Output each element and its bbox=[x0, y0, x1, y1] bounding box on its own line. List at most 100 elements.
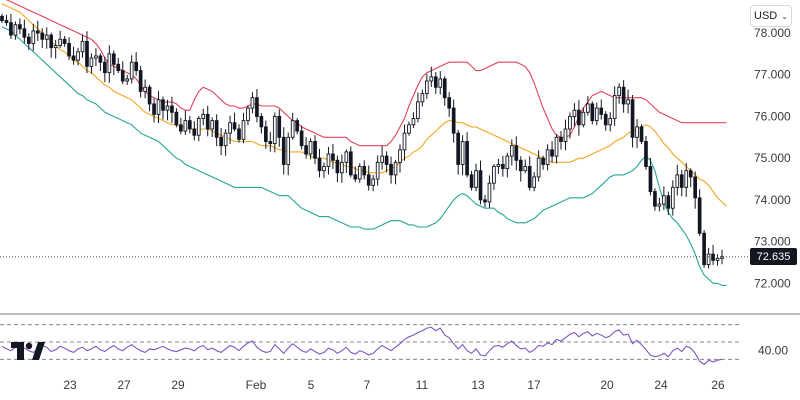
candlestick bbox=[389, 156, 393, 184]
candlestick bbox=[433, 72, 438, 94]
last-price-label: 72.635 bbox=[750, 248, 797, 266]
candle-body bbox=[666, 195, 671, 209]
candlestick bbox=[577, 100, 581, 136]
candlestick bbox=[688, 168, 693, 188]
candlestick bbox=[662, 186, 666, 211]
candlestick bbox=[670, 180, 675, 216]
candlestick bbox=[353, 166, 358, 183]
candle-body bbox=[492, 166, 496, 184]
candle-body bbox=[259, 116, 264, 128]
candlestick bbox=[644, 135, 648, 170]
candle-body bbox=[308, 141, 313, 155]
candlestick bbox=[277, 109, 282, 147]
candlestick bbox=[697, 189, 702, 236]
candle-body bbox=[586, 103, 590, 113]
candlestick bbox=[179, 117, 183, 135]
candle-body bbox=[684, 170, 689, 188]
candle-body bbox=[608, 118, 613, 126]
candlestick bbox=[125, 74, 130, 85]
candlestick bbox=[626, 89, 630, 114]
candle-body bbox=[18, 24, 22, 30]
candle-body bbox=[617, 86, 621, 97]
candlestick bbox=[375, 155, 380, 186]
candle-body bbox=[250, 97, 255, 109]
time-tick-label: Feb bbox=[246, 378, 267, 392]
candle-body bbox=[465, 141, 469, 176]
candle-body bbox=[317, 157, 322, 172]
candlestick bbox=[603, 111, 608, 131]
candle-body bbox=[22, 28, 27, 38]
candle-body bbox=[161, 99, 165, 111]
candlestick bbox=[357, 163, 362, 183]
candle-body bbox=[393, 161, 398, 176]
candlestick bbox=[666, 191, 671, 215]
candle-body bbox=[425, 80, 429, 94]
candle-body bbox=[657, 203, 662, 207]
candle-body bbox=[67, 43, 71, 57]
candle-body bbox=[134, 61, 138, 72]
candlestick bbox=[550, 141, 554, 163]
candlestick bbox=[702, 229, 706, 268]
candle-body bbox=[246, 107, 250, 122]
candlestick bbox=[107, 45, 112, 83]
candle-body bbox=[438, 78, 443, 88]
candle-body bbox=[603, 113, 608, 126]
candlestick bbox=[326, 146, 331, 175]
candle-body bbox=[653, 191, 657, 207]
candlestick bbox=[630, 94, 635, 148]
candlestick bbox=[255, 89, 259, 123]
candlestick bbox=[568, 112, 572, 139]
candlestick bbox=[545, 144, 550, 171]
bollinger-bands bbox=[1, 0, 727, 286]
candle-body bbox=[366, 174, 371, 186]
candlestick bbox=[187, 115, 192, 134]
candlestick bbox=[657, 197, 662, 212]
candlestick bbox=[250, 92, 255, 114]
candlestick bbox=[232, 112, 237, 132]
candle-body bbox=[501, 163, 505, 170]
candle-body bbox=[398, 149, 402, 163]
candlestick bbox=[438, 71, 443, 95]
candle-body bbox=[147, 86, 152, 105]
candlestick bbox=[0, 13, 4, 24]
candle-body bbox=[679, 174, 684, 188]
candlestick bbox=[246, 105, 250, 126]
candlestick bbox=[411, 112, 416, 128]
candle-body bbox=[402, 132, 407, 151]
candle-body bbox=[255, 97, 259, 117]
candle-body bbox=[89, 57, 94, 67]
candlestick bbox=[492, 164, 496, 190]
candlestick bbox=[442, 76, 447, 106]
candlestick bbox=[590, 101, 595, 125]
candlestick bbox=[89, 53, 94, 74]
candle-body bbox=[62, 38, 67, 44]
candlestick bbox=[398, 144, 402, 173]
candlestick bbox=[711, 244, 715, 265]
time-tick-label: 7 bbox=[364, 378, 371, 392]
currency-label: USD bbox=[754, 10, 778, 22]
candle-body bbox=[353, 174, 358, 180]
candle-body bbox=[103, 61, 107, 74]
currency-selector-button[interactable]: USD ⌄ bbox=[750, 5, 792, 27]
candle-body bbox=[429, 76, 434, 82]
candle-body bbox=[228, 122, 232, 134]
candle-body bbox=[348, 151, 353, 176]
candlestick bbox=[299, 125, 304, 150]
candlestick bbox=[536, 150, 541, 182]
candlestick bbox=[465, 132, 469, 178]
candle-body bbox=[335, 159, 340, 174]
candle-body bbox=[420, 93, 425, 103]
rsi-panel: 40.00 bbox=[0, 324, 788, 366]
candlestick bbox=[715, 254, 720, 266]
candle-body bbox=[170, 105, 174, 113]
candle-body bbox=[35, 30, 40, 34]
candlestick bbox=[290, 112, 295, 140]
candlestick bbox=[362, 160, 367, 180]
candlestick bbox=[219, 127, 223, 156]
candle-body bbox=[559, 136, 563, 142]
candlestick bbox=[138, 65, 143, 98]
candlestick bbox=[196, 116, 201, 142]
candle-body bbox=[125, 78, 130, 82]
candle-body bbox=[536, 157, 541, 178]
candlestick bbox=[62, 36, 67, 47]
